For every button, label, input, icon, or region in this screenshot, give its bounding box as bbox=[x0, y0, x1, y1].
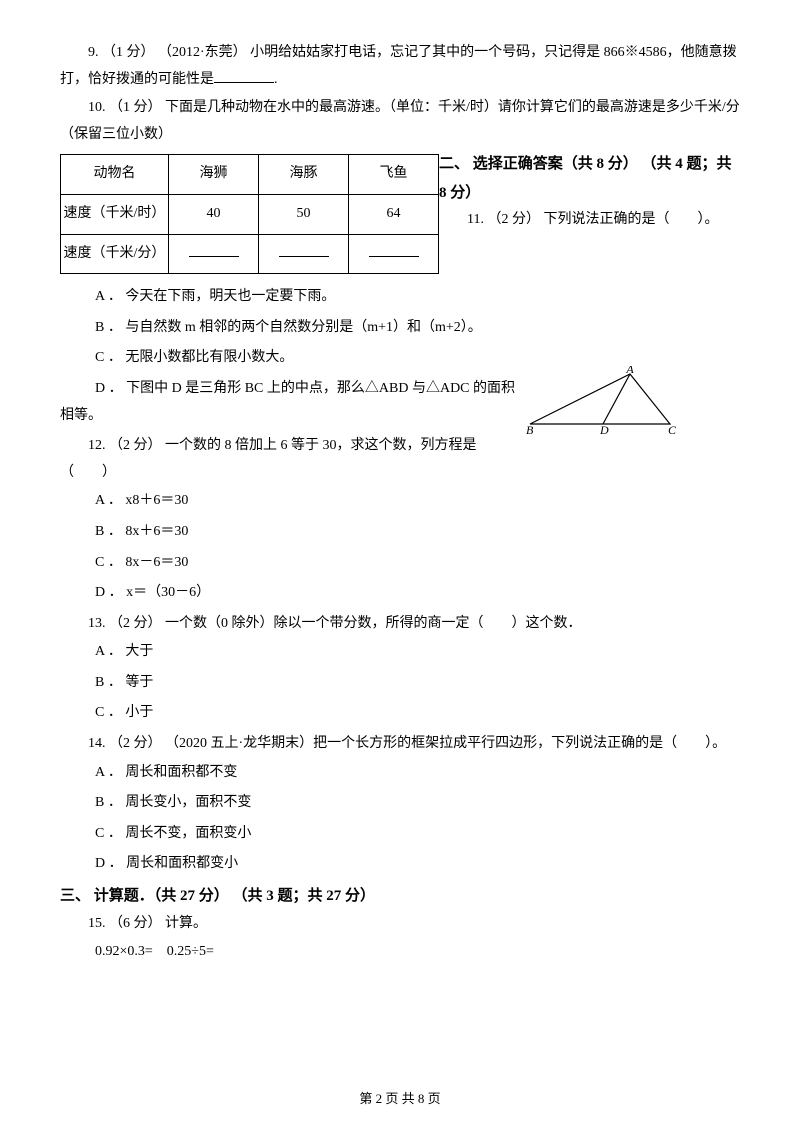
q14-optA[interactable]: A ． 周长和面积都不变 bbox=[60, 760, 740, 787]
q13-optC[interactable]: C ． 小于 bbox=[60, 700, 740, 727]
header-name: 动物名 bbox=[61, 155, 169, 195]
q12-optA[interactable]: A ． x8＋6＝30 bbox=[60, 488, 740, 515]
q9-blank[interactable] bbox=[214, 69, 274, 83]
page-footer: 第 2 页 共 8 页 bbox=[0, 1087, 800, 1112]
table-row: 动物名 海狮 海豚 飞鱼 bbox=[61, 155, 439, 195]
row1-val2: 50 bbox=[259, 194, 349, 234]
row1-val1: 40 bbox=[169, 194, 259, 234]
triangle-label-D: D bbox=[599, 423, 609, 436]
row2-blank1[interactable] bbox=[169, 234, 259, 274]
q15-expressions: 0.92×0.3= 0.25÷5= bbox=[60, 939, 740, 966]
q10-text: 10. （1 分） 下面是几种动物在水中的最高游速。（单位：千米/时）请你计算它… bbox=[60, 95, 740, 148]
q15-expr1: 0.92×0.3= bbox=[95, 944, 153, 959]
triangle-shape bbox=[530, 374, 670, 424]
q15-text: 15. （6 分） 计算。 bbox=[60, 911, 740, 938]
q14-optB[interactable]: B ． 周长变小，面积不变 bbox=[60, 790, 740, 817]
q9-tail: . bbox=[274, 72, 278, 87]
q15-expr2: 0.25÷5= bbox=[167, 944, 214, 959]
q14-optC[interactable]: C ． 周长不变，面积变小 bbox=[60, 821, 740, 848]
triangle-label-A: A bbox=[625, 366, 634, 376]
q11-optB[interactable]: B ． 与自然数 m 相邻的两个自然数分别是（m+1）和（m+2）。 bbox=[60, 315, 740, 342]
q9-text: 9. （1 分） （2012·东莞） 小明给姑姑家打电话，忘记了其中的一个号码，… bbox=[60, 40, 740, 93]
row2-label: 速度（千米/分） bbox=[61, 234, 169, 274]
row2-blank2[interactable] bbox=[259, 234, 349, 274]
q13-optA[interactable]: A ． 大于 bbox=[60, 639, 740, 666]
q11-optA[interactable]: A ． 今天在下雨，明天也一定要下雨。 bbox=[60, 284, 740, 311]
table-row: 速度（千米/分） bbox=[61, 234, 439, 274]
triangle-label-C: C bbox=[668, 423, 677, 436]
section3-title: 三、 计算题．（共 27 分） （共 3 题；共 27 分） bbox=[60, 882, 740, 911]
table-row: 速度（千米/时） 40 50 64 bbox=[61, 194, 439, 234]
triangle-diagram: A B D C bbox=[520, 366, 680, 436]
header-dolphin: 海豚 bbox=[259, 155, 349, 195]
q12-text: 12. （2 分） 一个数的 8 倍加上 6 等于 30，求这个数，列方程是（ … bbox=[60, 433, 740, 486]
q14-optD[interactable]: D ． 周长和面积都变小 bbox=[60, 851, 740, 878]
q14-text: 14. （2 分） （2020 五上·龙华期末）把一个长方形的框架拉成平行四边形… bbox=[60, 731, 740, 758]
row1-label: 速度（千米/时） bbox=[61, 194, 169, 234]
q13-optB[interactable]: B ． 等于 bbox=[60, 670, 740, 697]
animal-table: 动物名 海狮 海豚 飞鱼 速度（千米/时） 40 50 64 速度（千米/分） bbox=[60, 154, 439, 274]
q12-optC[interactable]: C ． 8x－6＝30 bbox=[60, 550, 740, 577]
q12-optD[interactable]: D ． x＝（30－6） bbox=[60, 580, 740, 607]
triangle-median bbox=[603, 374, 630, 424]
triangle-label-B: B bbox=[526, 423, 534, 436]
q9-body: 9. （1 分） （2012·东莞） 小明给姑姑家打电话，忘记了其中的一个号码，… bbox=[60, 45, 737, 87]
q12-optB[interactable]: B ． 8x＋6＝30 bbox=[60, 519, 740, 546]
header-flyingfish: 飞鱼 bbox=[349, 155, 439, 195]
row1-val3: 64 bbox=[349, 194, 439, 234]
q13-text: 13. （2 分） 一个数（0 除外）除以一个带分数，所得的商一定（ ）这个数． bbox=[60, 611, 740, 638]
header-sealion: 海狮 bbox=[169, 155, 259, 195]
row2-blank3[interactable] bbox=[349, 234, 439, 274]
